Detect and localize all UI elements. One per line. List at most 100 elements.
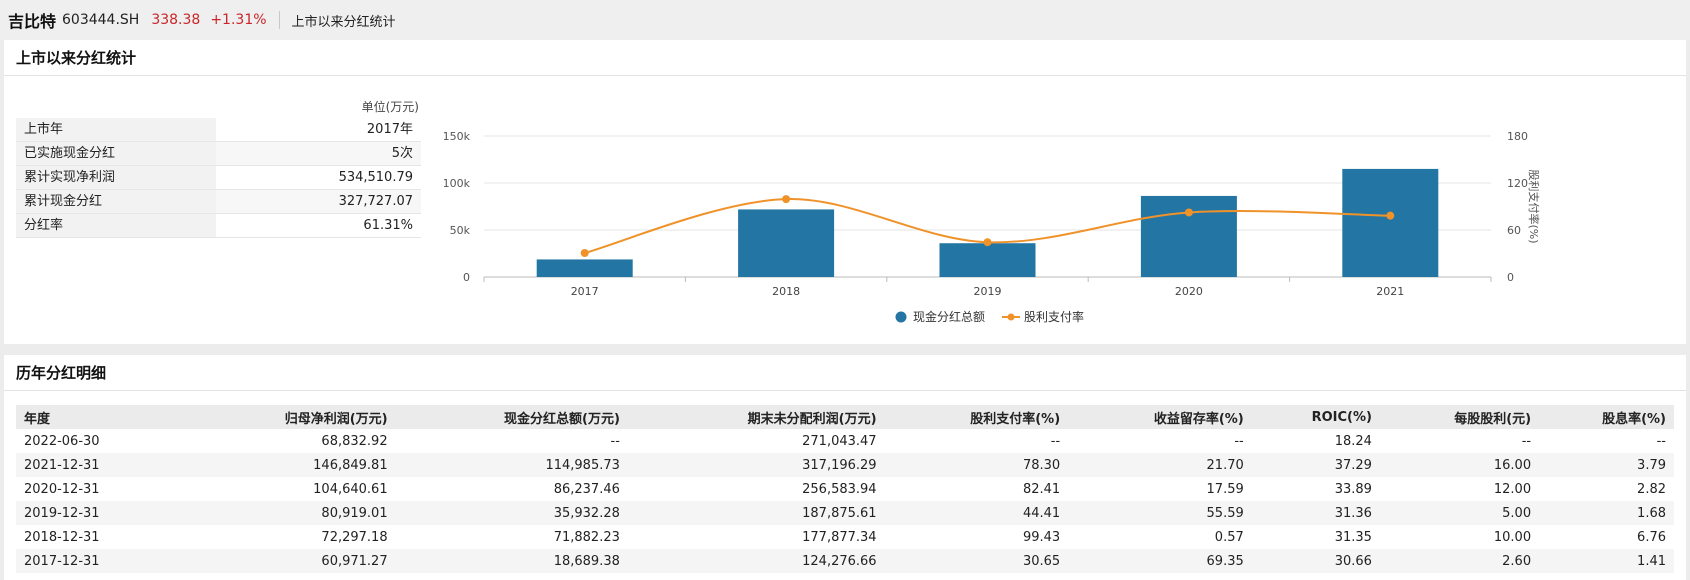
table-cell: 33.89: [1334, 481, 1372, 497]
bar: [1342, 168, 1439, 277]
y-tick-label: 0: [463, 271, 470, 284]
table-cell: 72,297.18: [321, 529, 388, 545]
summary-value: 327,727.07: [216, 190, 421, 213]
table-cell: 37.29: [1251, 453, 1380, 477]
table-cell: 271,043.47: [802, 433, 877, 449]
column-header[interactable]: 现金分红总额(万元): [395, 405, 628, 429]
y2-tick-label: 180: [1507, 130, 1528, 143]
table-cell: --: [1521, 433, 1532, 449]
table-cell: 44.41: [884, 501, 1069, 525]
column-header[interactable]: 年度: [16, 405, 188, 429]
table-row: 2018-12-31 72,297.18 71,882.23 177,877.34 99…: [16, 525, 1674, 549]
table-cell: 114,985.73: [395, 453, 628, 477]
x-tick-label: 2019: [974, 285, 1002, 298]
table-cell: 317,196.29: [627, 453, 885, 477]
table-cell: 2022-06-30: [24, 433, 100, 449]
table-cell: --: [1234, 433, 1244, 449]
summary-value: 2017年: [366, 122, 413, 137]
table-cell: --: [1050, 433, 1061, 449]
column-header[interactable]: 期末未分配利润(万元): [627, 405, 885, 429]
table-cell: 17.59: [1206, 481, 1244, 497]
table-header-row: 年度 归母净利润(万元) 现金分红总额(万元) 期末未分配利润(万元) 股利支付率(%)…: [16, 405, 1674, 429]
summary-label: 累计现金分红: [16, 190, 216, 213]
table-cell: 6.76: [1637, 529, 1666, 545]
table-cell: 71,882.23: [553, 529, 620, 545]
table-cell: 78.30: [884, 453, 1069, 477]
legend-marker: [895, 311, 907, 323]
stock-code: 603444.SH: [62, 12, 140, 28]
column-header[interactable]: 每股股利(元): [1379, 405, 1540, 429]
table-row: 2022-06-30 68,832.92 -- 271,043.47 -- -- 18.24…: [16, 429, 1674, 453]
dividend-detail-panel: 历年分红明细 年度 归母净利润(万元) 现金分红总额(万元) 期末未分配利润(万元) 股…: [4, 355, 1686, 580]
x-tick-label: 2017: [571, 285, 599, 298]
table-cell: 2021-12-31: [16, 453, 188, 477]
summary-row: 累计现金分红 327,727.07: [16, 190, 421, 214]
top-bar: 吉比特 603444.SH 338.38 +1.31% 上市以来分红统计: [0, 0, 1690, 40]
bar: [738, 209, 835, 277]
summary-label: 已实施现金分红: [16, 142, 216, 165]
dividend-summary-panel: 上市以来分红统计 单位(万元) 上市年 2017年 已实施现金分红 5次 累计实现净利润…: [4, 40, 1686, 344]
table-cell: 60,971.27: [187, 549, 396, 573]
table-cell: 12.00: [1493, 481, 1532, 497]
y2-axis-label: 股利支付率(%): [1527, 169, 1541, 243]
table-cell: 18.24: [1334, 433, 1372, 449]
x-tick-label: 2018: [772, 285, 800, 298]
summary-table: 单位(万元) 上市年 2017年 已实施现金分红 5次 累计实现净利润 534,510.7…: [16, 96, 421, 238]
table-row: 2019-12-31 80,919.01 35,932.28 187,875.61 44…: [16, 501, 1674, 525]
column-header[interactable]: 收益留存率(%): [1068, 405, 1252, 429]
legend-label: 现金分红总额: [913, 309, 985, 324]
table-row: 2017-12-31 60,971.27 18,689.38 124,276.66 30…: [16, 549, 1674, 573]
table-cell: --: [1656, 433, 1666, 449]
table-cell: 82.41: [1022, 481, 1061, 497]
stock-change: +1.31%: [210, 12, 267, 28]
summary-row: 分红率 61.31%: [16, 214, 421, 238]
bar: [939, 243, 1036, 277]
x-tick-label: 2021: [1376, 285, 1404, 298]
table-cell: 30.65: [884, 549, 1069, 573]
y2-tick-label: 0: [1507, 271, 1514, 284]
summary-row: 累计实现净利润 534,510.79: [16, 166, 421, 190]
table-cell: 99.43: [1022, 529, 1061, 545]
y2-tick-label: 120: [1507, 177, 1528, 190]
summary-label: 上市年: [16, 118, 216, 141]
column-header[interactable]: ROIC(%): [1251, 405, 1380, 429]
column-header[interactable]: 股息率(%): [1539, 405, 1674, 429]
table-cell: --: [610, 433, 620, 449]
table-cell: 2.60: [1379, 549, 1540, 573]
table-cell: 68,832.92: [321, 433, 388, 449]
column-header[interactable]: 股利支付率(%): [884, 405, 1069, 429]
table-cell: 55.59: [1068, 501, 1252, 525]
line-point: [1184, 208, 1193, 217]
line-point: [983, 238, 992, 247]
summary-label: 累计实现净利润: [16, 166, 216, 189]
table-cell: 0.57: [1214, 529, 1244, 545]
summary-row: 已实施现金分红 5次: [16, 142, 421, 166]
table-cell: 30.66: [1251, 549, 1380, 573]
table-cell: 1.68: [1539, 501, 1674, 525]
summary-row: 上市年 2017年: [16, 118, 421, 142]
table-cell: 80,919.01: [187, 501, 396, 525]
summary-label: 分红率: [16, 214, 216, 237]
stock-price: 338.38: [151, 12, 201, 28]
table-cell: 18,689.38: [395, 549, 628, 573]
column-header[interactable]: 归母净利润(万元): [187, 405, 396, 429]
bar: [536, 259, 633, 277]
table-cell: 104,640.61: [313, 481, 388, 497]
summary-value: 534,510.79: [338, 170, 413, 185]
table-cell: 2020-12-31: [24, 481, 100, 497]
summary-panel-title: 上市以来分红统计: [4, 40, 1686, 76]
line-point: [580, 248, 589, 257]
table-cell: 69.35: [1068, 549, 1252, 573]
legend-label: 股利支付率: [1024, 309, 1084, 324]
table-cell: 2017-12-31: [16, 549, 188, 573]
table-cell: 146,849.81: [187, 453, 396, 477]
dividend-chart: 050k100k150k060120180现金分红总额(万元)股利支付率(%)2…: [444, 130, 1541, 324]
legend-marker: [1007, 313, 1015, 321]
table-cell: 86,237.46: [553, 481, 620, 497]
table-cell: 2019-12-31: [16, 501, 188, 525]
breadcrumb[interactable]: 上市以来分红统计: [291, 14, 396, 30]
y-tick-label: 50k: [450, 224, 471, 237]
stock-name: 吉比特: [8, 12, 57, 31]
table-cell: 21.70: [1068, 453, 1252, 477]
y-tick-label: 150k: [444, 130, 471, 143]
